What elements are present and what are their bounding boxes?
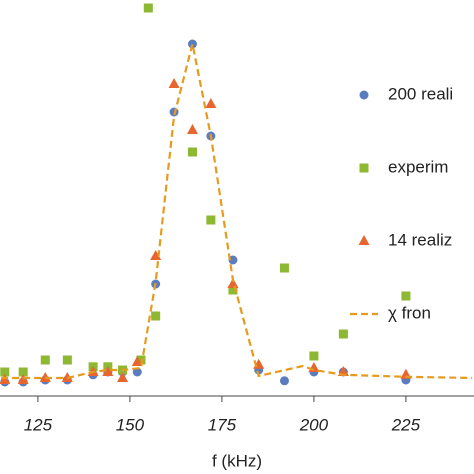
point — [18, 367, 28, 377]
legend-label: 14 realiz — [388, 230, 452, 249]
point — [131, 356, 143, 366]
point — [168, 78, 180, 88]
point — [102, 366, 114, 376]
point — [143, 3, 153, 13]
point — [136, 355, 146, 365]
x-tick-label: 225 — [391, 415, 421, 434]
point — [206, 215, 216, 225]
legend-label: experim — [388, 157, 448, 176]
point — [338, 329, 348, 339]
point — [205, 98, 217, 108]
point — [279, 263, 289, 273]
point — [228, 255, 238, 265]
x-tick-label: 125 — [24, 415, 53, 434]
x-axis-label: f (kHz) — [212, 451, 262, 470]
point — [187, 39, 197, 49]
point — [40, 355, 50, 365]
point — [228, 285, 238, 295]
line — [1, 43, 473, 380]
legend-swatch — [359, 90, 369, 100]
x-tick-label: 175 — [208, 415, 237, 434]
point — [150, 250, 162, 260]
legend-label: χ fron — [388, 303, 431, 322]
point — [117, 372, 129, 382]
legend-label: 200 reali — [388, 84, 453, 103]
point — [62, 355, 72, 365]
x-tick-label: 150 — [116, 415, 145, 434]
point — [279, 376, 289, 386]
x-tick-label: 200 — [299, 415, 329, 434]
point — [401, 291, 411, 301]
point — [186, 124, 198, 134]
point — [187, 147, 197, 157]
legend-swatch — [358, 235, 370, 245]
point — [309, 351, 319, 361]
point — [0, 367, 10, 377]
legend-swatch — [359, 163, 369, 173]
point — [151, 311, 161, 321]
point — [227, 278, 239, 288]
